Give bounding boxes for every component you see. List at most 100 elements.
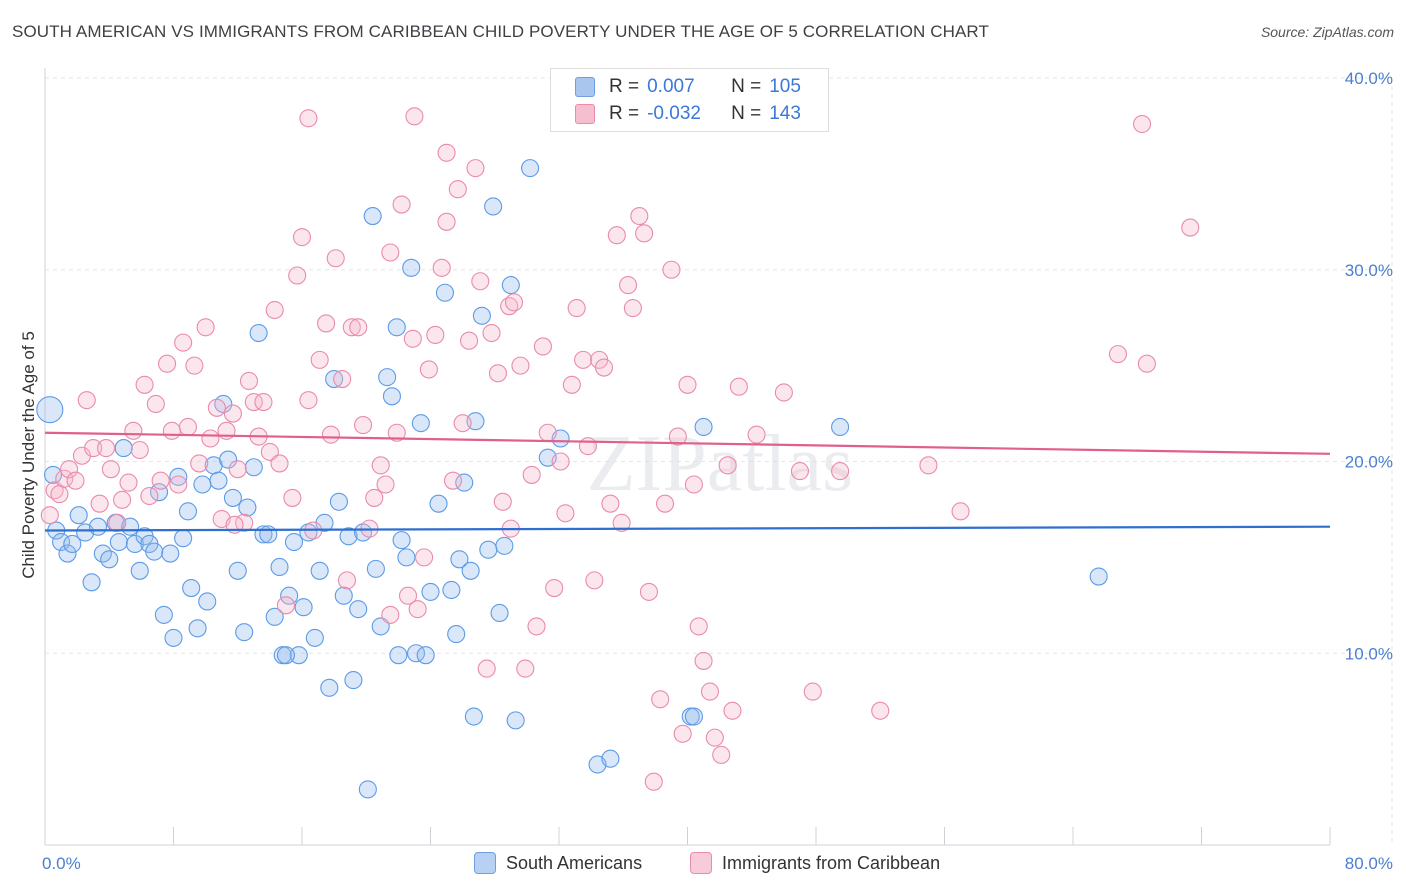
bottom-legend-south-americans[interactable]: South Americans (474, 852, 642, 874)
legend-r-value: 0.007 (647, 76, 695, 97)
data-point (527, 617, 546, 636)
data-point (479, 540, 498, 559)
data-point (437, 143, 456, 162)
data-point (381, 605, 400, 624)
data-point (397, 548, 416, 567)
data-point (162, 421, 181, 440)
data-point (50, 485, 69, 504)
data-point (668, 427, 687, 446)
data-point (119, 473, 138, 492)
y-axis-label: Child Poverty Under the Age of 5 (19, 331, 38, 579)
data-point (387, 423, 406, 442)
data-point (405, 107, 424, 126)
data-point (43, 465, 63, 484)
data-point (490, 603, 509, 623)
data-point (321, 425, 340, 444)
data-point (382, 387, 402, 406)
data-point (174, 529, 193, 548)
legend-n-value: 105 (769, 76, 801, 97)
data-point (223, 404, 242, 423)
data-point (673, 724, 692, 743)
data-point (219, 450, 238, 469)
data-point (125, 534, 144, 554)
data-point (329, 492, 348, 511)
data-point (254, 393, 273, 412)
data-point (371, 456, 390, 475)
data-point (545, 579, 564, 598)
axes (44, 68, 1331, 846)
data-point (292, 228, 312, 247)
series-immigrants-from-caribbean (40, 107, 1200, 791)
data-point (326, 249, 345, 268)
data-point (435, 283, 455, 302)
data-point (135, 375, 154, 394)
data-point (244, 393, 263, 412)
data-point (919, 456, 938, 475)
data-point (578, 437, 597, 456)
data-point (501, 276, 520, 295)
data-point (317, 314, 336, 333)
data-point (77, 391, 96, 410)
data-point (533, 337, 552, 356)
data-point (585, 571, 604, 590)
data-point (365, 488, 384, 507)
data-point (392, 195, 411, 214)
legend-n-label: N = (731, 76, 762, 97)
data-point (339, 527, 358, 546)
data-point (36, 396, 64, 424)
data-point (408, 600, 427, 619)
data-point (265, 607, 284, 626)
data-point (130, 561, 149, 580)
data-point (270, 454, 289, 473)
data-point (651, 690, 670, 709)
data-point (69, 506, 88, 525)
data-point (100, 550, 119, 569)
data-point (1089, 567, 1108, 586)
data-point (635, 224, 654, 243)
data-point (387, 318, 406, 337)
data-point (178, 417, 198, 437)
legend-row-south-americans: R = 0.007 N = 105 (575, 74, 801, 100)
data-point (705, 728, 724, 747)
data-point (484, 197, 503, 216)
data-point (472, 306, 491, 325)
data-point (574, 350, 593, 369)
data-point (228, 561, 247, 580)
data-point (283, 488, 302, 507)
data-point (185, 356, 204, 375)
data-point (161, 544, 180, 563)
legend-swatch-caribbean (575, 104, 595, 124)
legend-row-caribbean: R = -0.032 N = 143 (575, 101, 801, 127)
data-point (82, 573, 101, 592)
data-point (488, 364, 508, 383)
data-point (461, 561, 480, 580)
data-point (951, 502, 970, 521)
data-point (154, 605, 173, 624)
legend-r-value: -0.032 (647, 103, 701, 124)
data-point (601, 494, 620, 513)
data-point (504, 293, 524, 312)
data-point (333, 369, 352, 389)
correlation-legend: R = 0.007 N = 105 R = -0.032 N = 143 (550, 68, 829, 132)
data-point (389, 646, 408, 665)
data-point (429, 494, 448, 513)
data-point (694, 651, 713, 670)
data-point (482, 323, 501, 343)
data-point (113, 490, 132, 509)
legend-swatch-south-americans (575, 77, 595, 97)
data-point (1181, 218, 1200, 237)
y-tick-label: 30.0% (1345, 261, 1393, 280)
data-point (198, 592, 217, 611)
data-point (353, 416, 373, 435)
data-point (130, 440, 149, 460)
data-point (363, 207, 382, 226)
series-south-americans (36, 159, 1108, 799)
data-point (477, 659, 496, 678)
data-point (551, 452, 570, 471)
data-point (358, 780, 377, 799)
data-point (109, 532, 128, 552)
bottom-legend-caribbean[interactable]: Immigrants from Caribbean (690, 852, 940, 874)
data-point (366, 559, 385, 578)
data-point (381, 243, 400, 262)
data-point (803, 682, 822, 701)
